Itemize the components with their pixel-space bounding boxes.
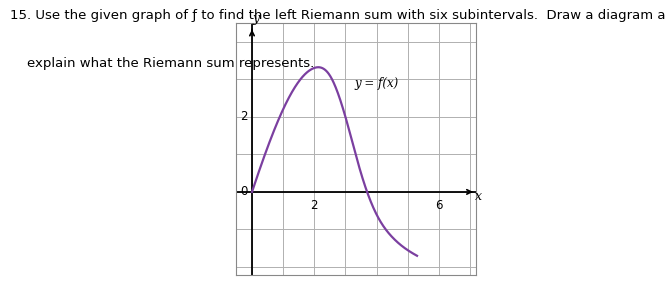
Text: 15. Use the given graph of ƒ to find the left Riemann sum with six subintervals.: 15. Use the given graph of ƒ to find the…	[10, 9, 666, 21]
Text: 6: 6	[435, 199, 443, 212]
Text: y: y	[252, 12, 259, 25]
Text: x: x	[475, 190, 482, 203]
Text: explain what the Riemann sum represents.: explain what the Riemann sum represents.	[10, 57, 314, 70]
Text: 2: 2	[310, 199, 318, 212]
Text: 2: 2	[240, 110, 247, 123]
Text: 0: 0	[240, 185, 247, 198]
Text: y = f(x): y = f(x)	[355, 77, 399, 90]
